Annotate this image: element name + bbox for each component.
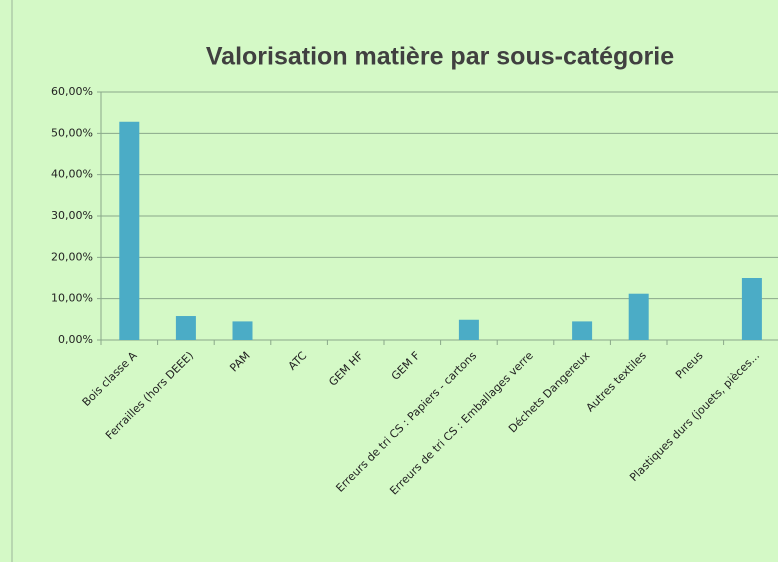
chart-title: Valorisation matière par sous-catégorie: [206, 43, 674, 71]
y-tick-label: 10,00%: [51, 292, 93, 305]
bar: [572, 321, 593, 340]
bar: [741, 278, 762, 340]
bar: [628, 293, 649, 340]
bar: [232, 321, 253, 340]
y-tick-label: 0,00%: [58, 333, 93, 346]
y-tick-label: 60,00%: [51, 85, 93, 98]
bar: [458, 319, 479, 340]
y-tick-label: 30,00%: [51, 209, 93, 222]
y-tick-label: 20,00%: [51, 250, 93, 263]
y-tick-label: 40,00%: [51, 168, 93, 181]
bar: [175, 316, 196, 340]
bar: [119, 121, 140, 340]
y-tick-label: 50,00%: [51, 126, 93, 139]
